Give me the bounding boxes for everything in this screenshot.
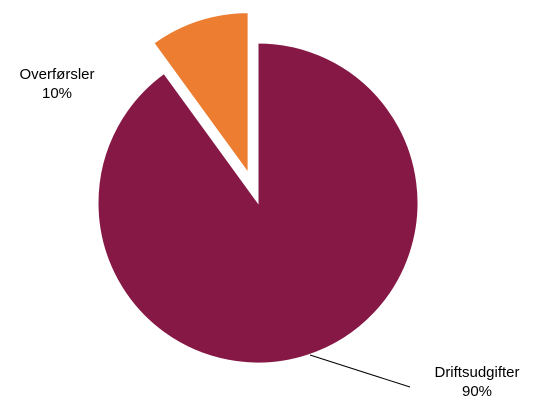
slice-label-overforsler-name: Overførsler	[20, 66, 95, 83]
slice-driftsudgifter[interactable]	[97, 42, 419, 364]
leader-line-driftsudgifter	[309, 354, 411, 388]
slice-overforsler[interactable]	[153, 12, 249, 175]
slice-label-driftsudgifter-name: Driftsudgifter	[434, 364, 519, 381]
slice-label-overforsler-value: 10%	[42, 85, 72, 102]
slice-label-driftsudgifter-value: 90%	[462, 383, 492, 400]
